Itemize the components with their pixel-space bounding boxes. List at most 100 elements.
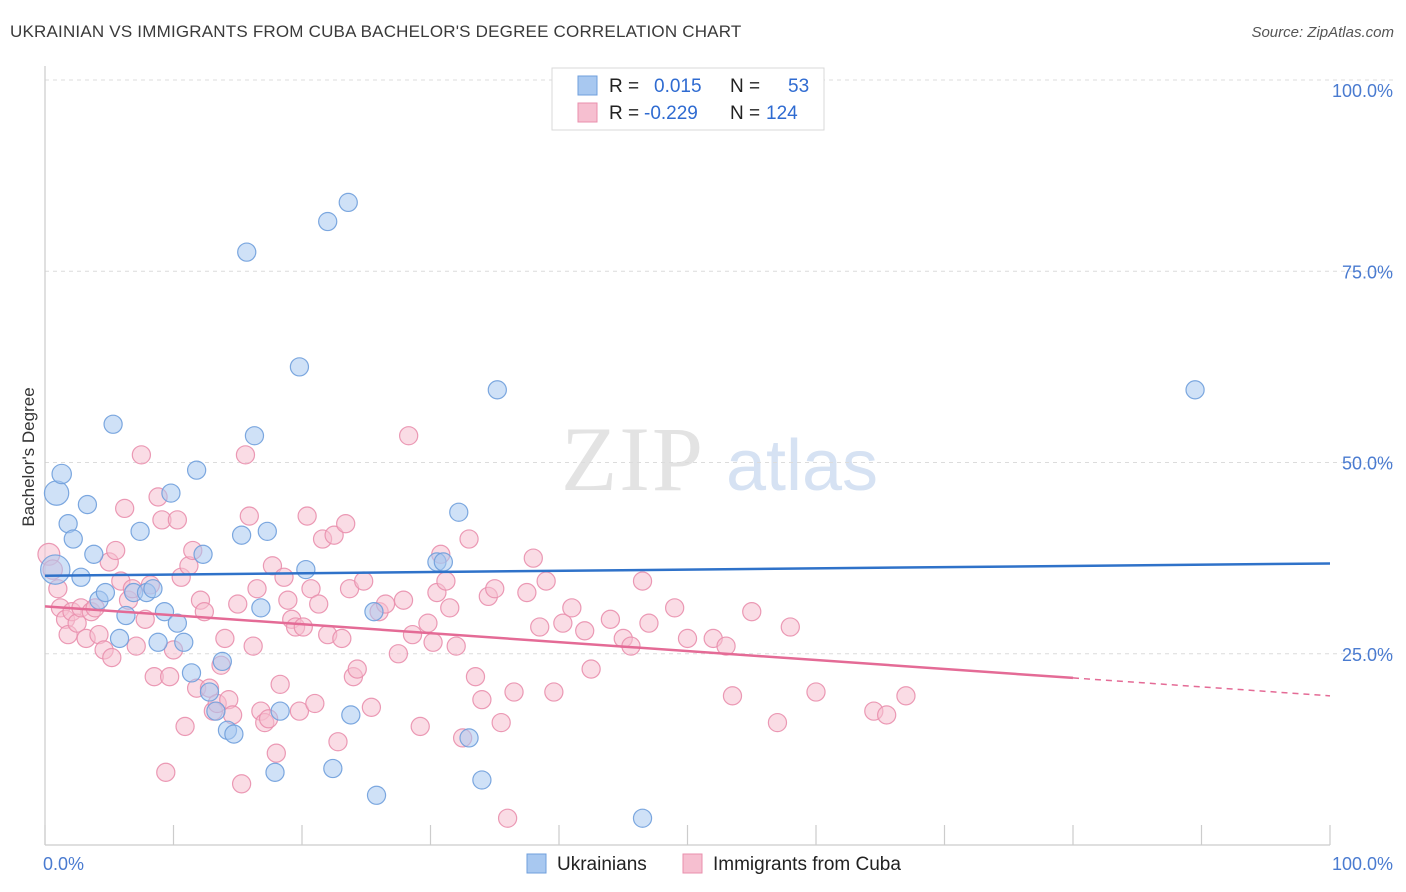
data-point-cuba bbox=[247, 579, 267, 599]
data-point-cuba bbox=[324, 525, 344, 545]
source-label: Source: ZipAtlas.com bbox=[1251, 24, 1394, 41]
data-point-ukrainians bbox=[265, 762, 285, 782]
bottom-legend-label-cuba: Immigrants from Cuba bbox=[713, 854, 901, 875]
data-point-ukrainians bbox=[323, 758, 343, 779]
data-point-ukrainians bbox=[318, 211, 338, 232]
data-point-cuba bbox=[497, 808, 518, 828]
legend-r-label-1: R = bbox=[609, 103, 639, 124]
y-tick-label: 75.0% bbox=[1342, 262, 1393, 282]
data-point-cuba bbox=[877, 705, 897, 725]
data-point-cuba bbox=[297, 506, 317, 526]
data-point-ukrainians bbox=[364, 602, 384, 622]
data-point-cuba bbox=[544, 682, 564, 702]
series-legend: Ukrainians Immigrants from Cuba bbox=[526, 853, 901, 875]
data-point-cuba bbox=[388, 644, 409, 664]
legend-r-value-1: -0.229 bbox=[644, 103, 698, 124]
data-point-cuba bbox=[354, 571, 374, 591]
data-point-ukrainians bbox=[40, 554, 71, 585]
data-point-cuba bbox=[235, 445, 256, 465]
legend-n-label-0: N = bbox=[730, 76, 760, 97]
data-point-cuba bbox=[393, 590, 414, 610]
data-point-cuba bbox=[423, 632, 443, 652]
data-point-ukrainians bbox=[161, 483, 181, 503]
data-point-ukrainians bbox=[338, 192, 358, 213]
trend-line-ukrainians bbox=[44, 562, 1331, 577]
data-point-ukrainians bbox=[71, 567, 91, 587]
data-point-cuba bbox=[102, 647, 122, 668]
data-point-cuba bbox=[289, 701, 310, 721]
data-point-ukrainians bbox=[116, 605, 136, 626]
correlation-legend: R = 0.015 N = 53 R = -0.229 N = 124 bbox=[551, 67, 825, 131]
data-point-ukrainians bbox=[63, 529, 83, 549]
data-point-cuba bbox=[293, 617, 313, 637]
data-point-ukrainians bbox=[95, 582, 116, 603]
data-point-cuba bbox=[243, 636, 263, 656]
data-point-cuba bbox=[305, 693, 325, 714]
data-point-ukrainians bbox=[103, 414, 123, 434]
legend-r-value-0: 0.015 bbox=[654, 76, 702, 97]
data-point-ukrainians bbox=[244, 426, 265, 446]
data-point-ukrainians bbox=[632, 808, 653, 828]
data-point-cuba bbox=[270, 674, 290, 695]
data-point-ukrainians bbox=[174, 632, 194, 652]
data-point-ukrainians bbox=[224, 724, 244, 744]
data-point-cuba bbox=[278, 590, 298, 610]
axes bbox=[44, 66, 1331, 846]
data-point-cuba bbox=[231, 774, 252, 794]
data-point-cuba bbox=[896, 686, 916, 706]
legend-n-label-1: N = bbox=[730, 103, 760, 124]
data-point-cuba bbox=[677, 628, 698, 649]
data-point-ukrainians bbox=[449, 502, 469, 522]
data-point-cuba bbox=[553, 613, 573, 633]
data-point-cuba bbox=[131, 445, 152, 465]
data-point-cuba bbox=[716, 636, 736, 656]
trend-line-extension-cuba bbox=[1072, 677, 1331, 697]
data-point-cuba bbox=[440, 598, 460, 618]
data-point-ukrainians bbox=[167, 613, 188, 633]
legend-r-label-0: R = bbox=[609, 76, 639, 97]
data-point-ukrainians bbox=[231, 525, 252, 545]
data-point-cuba bbox=[398, 426, 419, 446]
watermark: ZIP atlas bbox=[561, 408, 878, 510]
data-point-cuba bbox=[115, 498, 135, 519]
y-axis-label: Bachelor's Degree bbox=[19, 387, 38, 526]
data-point-cuba bbox=[504, 682, 524, 702]
bottom-legend-swatch-cuba bbox=[682, 853, 703, 874]
x-tick-label: 100.0% bbox=[1332, 854, 1393, 874]
data-point-ukrainians bbox=[237, 242, 257, 262]
data-point-cuba bbox=[806, 682, 826, 702]
data-point-ukrainians bbox=[130, 521, 150, 542]
data-point-ukrainians bbox=[181, 663, 202, 683]
data-point-ukrainians bbox=[296, 559, 316, 580]
data-point-cuba bbox=[472, 689, 492, 710]
watermark-atlas: atlas bbox=[726, 426, 878, 506]
data-point-cuba bbox=[159, 667, 180, 687]
data-point-cuba bbox=[410, 716, 430, 737]
data-point-cuba bbox=[167, 510, 188, 530]
legend-n-value-0: 53 bbox=[788, 76, 809, 97]
legend-swatch-cuba bbox=[577, 102, 598, 123]
data-point-cuba bbox=[239, 506, 259, 526]
data-point-cuba bbox=[106, 540, 126, 561]
chart-title: UKRAINIAN VS IMMIGRANTS FROM CUBA BACHEL… bbox=[10, 22, 742, 41]
data-point-cuba bbox=[767, 712, 788, 733]
data-point-cuba bbox=[536, 571, 556, 591]
y-tick-label: 50.0% bbox=[1342, 454, 1393, 474]
data-point-ukrainians bbox=[77, 494, 98, 515]
y-tick-label: 25.0% bbox=[1342, 645, 1393, 665]
data-point-ukrainians bbox=[487, 380, 507, 400]
legend-swatch-ukrainians bbox=[577, 75, 598, 96]
data-point-ukrainians bbox=[257, 521, 277, 542]
data-point-cuba bbox=[446, 636, 466, 656]
x-tick-label: 0.0% bbox=[43, 854, 84, 874]
data-point-cuba bbox=[418, 613, 438, 633]
data-point-cuba bbox=[575, 621, 595, 641]
data-point-ukrainians bbox=[341, 705, 361, 725]
data-point-cuba bbox=[465, 667, 486, 687]
data-point-ukrainians bbox=[193, 544, 213, 564]
data-point-cuba bbox=[780, 617, 800, 637]
trend-lines bbox=[44, 562, 1331, 697]
bottom-legend-label-ukrainians: Ukrainians bbox=[557, 854, 647, 875]
data-point-cuba bbox=[274, 567, 294, 587]
data-point-cuba bbox=[562, 598, 582, 618]
